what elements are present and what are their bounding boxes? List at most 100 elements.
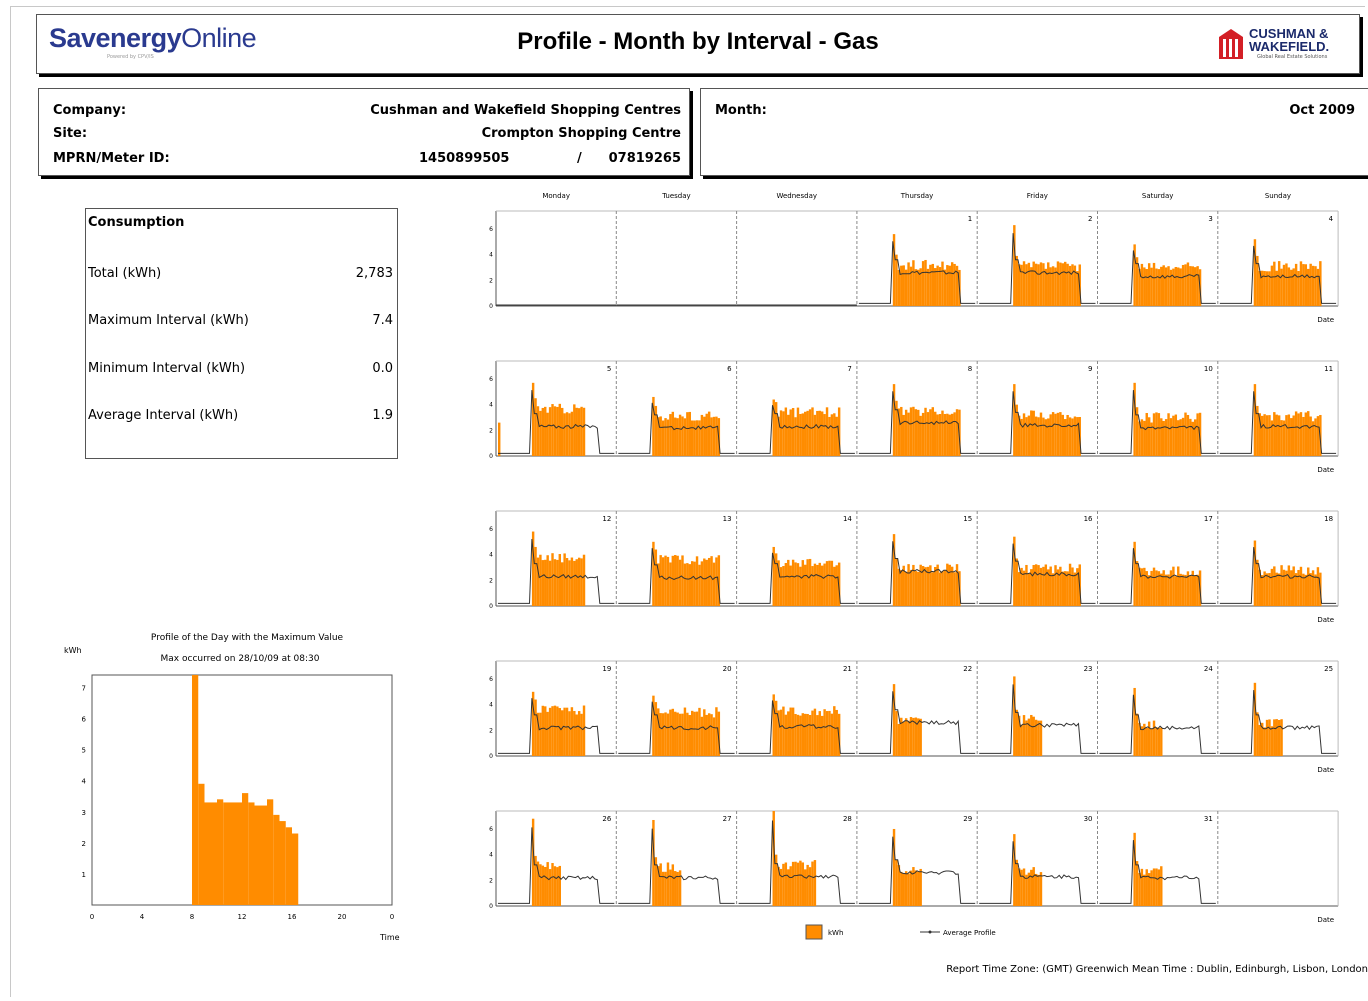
date-label: 11 [1324, 365, 1333, 373]
interval-bar [919, 564, 922, 606]
interval-bar [895, 859, 898, 906]
y-tick-label: 0 [489, 753, 493, 760]
interval-bar [1152, 868, 1156, 906]
interval-bar [1066, 263, 1069, 306]
average-profile-line [618, 701, 735, 754]
interval-bar [573, 560, 576, 606]
interval-bar [568, 711, 571, 756]
interval-bar [1256, 559, 1259, 606]
brand-line-1: CUSHMAN & [1249, 26, 1329, 41]
profile-bar [242, 793, 249, 905]
date-label: 24 [1204, 665, 1213, 673]
interval-bar [1140, 726, 1144, 756]
interval-bar [1275, 414, 1278, 456]
interval-bar [897, 408, 901, 456]
interval-bar [1030, 267, 1033, 306]
interval-bar [904, 571, 908, 606]
interval-bar [902, 873, 905, 906]
interval-bar [1145, 727, 1148, 756]
interval-bar [1039, 872, 1043, 906]
interval-bar [914, 409, 918, 456]
interval-bar [772, 399, 775, 456]
interval-bar [661, 420, 665, 456]
profile-bar [292, 833, 299, 905]
interval-bar [921, 412, 925, 456]
x-axis-label: Date [1317, 766, 1334, 774]
month-info-panel: Month: Oct 2009 [700, 88, 1368, 176]
interval-bar [1027, 415, 1031, 456]
interval-bar [772, 694, 775, 756]
interval-bar [1311, 265, 1315, 306]
interval-bar [674, 871, 677, 906]
interval-bar [914, 269, 918, 306]
interval-bar [661, 557, 665, 606]
y-tick-label: 6 [82, 716, 87, 724]
interval-bar [897, 568, 901, 606]
interval-bar [813, 563, 817, 606]
interval-bar [774, 700, 778, 756]
interval-bar [546, 555, 549, 606]
interval-bar [705, 714, 708, 756]
interval-bar [1179, 419, 1182, 456]
interval-bar [1138, 872, 1141, 906]
average-profile-line [738, 820, 855, 904]
interval-bar [1270, 568, 1274, 606]
interval-bar [1015, 558, 1018, 606]
logo-tagline: Powered by CPV/IS [107, 54, 154, 60]
interval-bar [1191, 266, 1194, 306]
interval-bar [1157, 269, 1161, 306]
interval-bar [1177, 566, 1180, 606]
interval-bar [1275, 270, 1278, 306]
interval-bar [1191, 421, 1194, 456]
interval-bar [813, 860, 817, 906]
y-tick-label: 6 [489, 676, 493, 683]
interval-bar [1174, 266, 1178, 306]
interval-bar [1143, 267, 1146, 306]
interval-bar [1263, 571, 1266, 606]
interval-bar [1020, 567, 1023, 606]
interval-bar [789, 866, 792, 906]
interval-bar [900, 717, 903, 756]
y-tick-label: 0 [489, 303, 493, 310]
interval-bar [796, 563, 800, 606]
interval-bar [1256, 255, 1259, 306]
interval-bar [1039, 412, 1043, 456]
date-label: 21 [843, 665, 852, 673]
date-label: 18 [1324, 515, 1333, 523]
interval-bar [1268, 271, 1271, 306]
interval-bar [1133, 687, 1136, 756]
interval-bar [1258, 270, 1261, 306]
interval-bar [1167, 574, 1170, 606]
interval-bar [799, 566, 802, 606]
interval-bar [1268, 719, 1271, 756]
interval-bar [782, 566, 785, 606]
interval-bar [1015, 859, 1018, 906]
interval-bar [830, 560, 834, 606]
interval-bar [1316, 567, 1320, 606]
interval-bar [1061, 414, 1065, 456]
interval-bar [558, 554, 561, 606]
interval-bar [1152, 413, 1156, 456]
interval-bar [1155, 570, 1158, 606]
y-tick-label: 2 [489, 427, 493, 434]
x-tick-label: 8 [190, 913, 194, 921]
interval-bar [830, 414, 834, 456]
interval-bar [787, 414, 790, 456]
interval-bar [1013, 536, 1016, 606]
interval-bar [1277, 719, 1281, 756]
interval-bar [1015, 709, 1018, 756]
interval-bar [1013, 834, 1016, 906]
interval-bar [1140, 868, 1144, 906]
interval-bar [1068, 417, 1072, 456]
interval-bar [1025, 264, 1028, 306]
interval-bar [1160, 866, 1163, 906]
date-label: 31 [1204, 815, 1213, 823]
interval-bar [707, 411, 711, 456]
interval-bar [659, 713, 662, 756]
interval-bar [659, 863, 662, 906]
interval-bar [1047, 569, 1050, 606]
interval-bar [1152, 262, 1156, 306]
interval-bar [1032, 564, 1035, 606]
profile-bar [267, 799, 274, 905]
interval-bar [1145, 869, 1148, 906]
